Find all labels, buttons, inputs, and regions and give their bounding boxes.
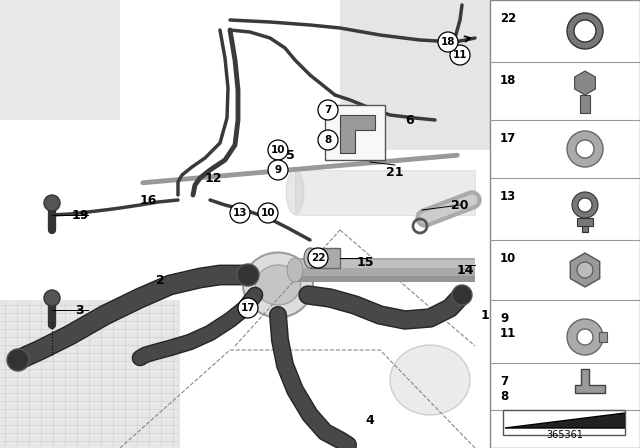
- Circle shape: [258, 203, 278, 223]
- Circle shape: [268, 140, 288, 160]
- Text: 10: 10: [500, 252, 516, 265]
- Circle shape: [438, 32, 458, 52]
- Text: 5: 5: [285, 148, 294, 161]
- Text: 16: 16: [140, 194, 157, 207]
- Bar: [325, 105, 385, 160]
- Text: 2: 2: [156, 273, 164, 287]
- Polygon shape: [505, 413, 625, 428]
- Circle shape: [44, 195, 60, 211]
- Wedge shape: [567, 13, 603, 49]
- Circle shape: [318, 130, 338, 150]
- Circle shape: [238, 298, 258, 318]
- FancyBboxPatch shape: [0, 0, 120, 120]
- Text: 10: 10: [260, 208, 275, 218]
- Text: 17: 17: [500, 132, 516, 145]
- Text: 22: 22: [311, 253, 325, 263]
- Text: 14: 14: [456, 263, 474, 276]
- Bar: [582, 226, 588, 232]
- Text: 7
8: 7 8: [500, 375, 508, 403]
- Bar: [295, 260, 475, 268]
- Text: 7: 7: [324, 105, 332, 115]
- Ellipse shape: [286, 169, 304, 215]
- Text: 18: 18: [441, 37, 455, 47]
- Text: 21: 21: [387, 165, 404, 178]
- Bar: [295, 170, 475, 215]
- Polygon shape: [575, 369, 605, 393]
- Bar: [599, 332, 607, 342]
- Wedge shape: [567, 319, 603, 355]
- Bar: [580, 95, 590, 113]
- Ellipse shape: [243, 253, 313, 318]
- Circle shape: [577, 262, 593, 278]
- Circle shape: [450, 45, 470, 65]
- Bar: [310, 248, 340, 268]
- Ellipse shape: [255, 265, 301, 305]
- Text: 1: 1: [481, 309, 490, 322]
- Bar: [577, 218, 593, 226]
- Ellipse shape: [287, 258, 303, 282]
- Text: 17: 17: [241, 303, 255, 313]
- Wedge shape: [567, 131, 603, 167]
- Text: 3: 3: [76, 303, 84, 316]
- FancyBboxPatch shape: [340, 0, 490, 150]
- Text: 365361: 365361: [547, 430, 584, 440]
- Wedge shape: [572, 192, 598, 218]
- Circle shape: [318, 100, 338, 120]
- Text: 4: 4: [365, 414, 374, 426]
- Circle shape: [230, 203, 250, 223]
- Polygon shape: [340, 115, 375, 153]
- FancyBboxPatch shape: [0, 300, 180, 448]
- Bar: [295, 276, 475, 282]
- Ellipse shape: [237, 264, 259, 286]
- Circle shape: [308, 248, 328, 268]
- Circle shape: [268, 160, 288, 180]
- Text: 11: 11: [452, 50, 467, 60]
- Text: 13: 13: [233, 208, 247, 218]
- Text: 19: 19: [71, 208, 89, 221]
- Text: 9: 9: [275, 165, 282, 175]
- Text: 6: 6: [406, 113, 414, 126]
- Ellipse shape: [390, 345, 470, 415]
- Ellipse shape: [452, 285, 472, 305]
- Bar: [503, 410, 625, 435]
- Text: 18: 18: [500, 74, 516, 87]
- Bar: [295, 258, 475, 282]
- Circle shape: [44, 290, 60, 306]
- Text: 9
11: 9 11: [500, 312, 516, 340]
- Text: 13: 13: [500, 190, 516, 203]
- Bar: [490, 0, 640, 448]
- Ellipse shape: [304, 248, 316, 268]
- Text: 15: 15: [356, 255, 374, 268]
- Text: 10: 10: [271, 145, 285, 155]
- Text: 12: 12: [204, 172, 221, 185]
- Text: 22: 22: [500, 12, 516, 25]
- Text: 8: 8: [324, 135, 332, 145]
- Text: 20: 20: [451, 198, 468, 211]
- Ellipse shape: [7, 349, 29, 371]
